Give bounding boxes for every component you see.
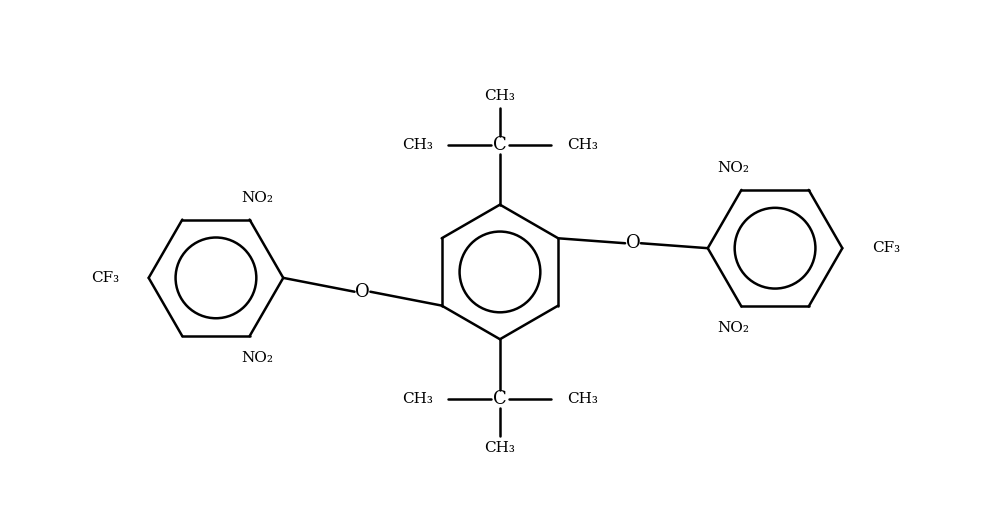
Text: O: O [625,234,640,252]
Text: O: O [355,282,370,301]
Text: C: C [494,389,506,408]
Text: NO₂: NO₂ [242,191,274,205]
Text: NO₂: NO₂ [717,161,749,175]
Text: CH₃: CH₃ [567,392,599,405]
Text: NO₂: NO₂ [242,351,274,365]
Text: CH₃: CH₃ [567,138,599,152]
Text: C: C [494,136,506,154]
Text: CH₃: CH₃ [485,441,515,455]
Text: CH₃: CH₃ [485,89,515,103]
Text: CF₃: CF₃ [872,241,900,255]
Text: CH₃: CH₃ [401,392,433,405]
Text: NO₂: NO₂ [717,321,749,335]
Text: CH₃: CH₃ [401,138,433,152]
Text: CF₃: CF₃ [91,271,119,285]
